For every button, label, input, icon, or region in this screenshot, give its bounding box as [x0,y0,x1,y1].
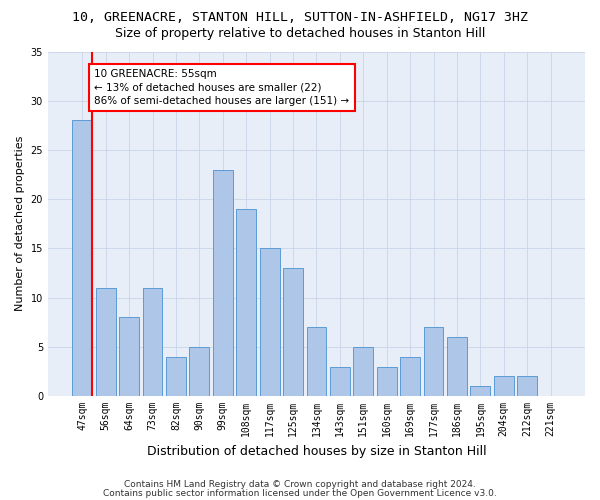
Bar [190,347,209,396]
Y-axis label: Number of detached properties: Number of detached properties [15,136,25,312]
Bar [236,209,256,396]
Bar [213,170,233,396]
Bar [470,386,490,396]
Text: 10 GREENACRE: 55sqm
← 13% of detached houses are smaller (22)
86% of semi-detach: 10 GREENACRE: 55sqm ← 13% of detached ho… [94,69,350,106]
X-axis label: Distribution of detached houses by size in Stanton Hill: Distribution of detached houses by size … [146,444,486,458]
Bar [166,356,186,396]
Bar [283,268,303,396]
Bar [517,376,537,396]
Bar [377,366,397,396]
Bar [447,337,467,396]
Text: Size of property relative to detached houses in Stanton Hill: Size of property relative to detached ho… [115,28,485,40]
Bar [494,376,514,396]
Bar [307,327,326,396]
Text: Contains public sector information licensed under the Open Government Licence v3: Contains public sector information licen… [103,488,497,498]
Bar [400,356,420,396]
Bar [73,120,92,396]
Bar [260,248,280,396]
Text: 10, GREENACRE, STANTON HILL, SUTTON-IN-ASHFIELD, NG17 3HZ: 10, GREENACRE, STANTON HILL, SUTTON-IN-A… [72,11,528,24]
Bar [96,288,116,396]
Bar [353,347,373,396]
Text: Contains HM Land Registry data © Crown copyright and database right 2024.: Contains HM Land Registry data © Crown c… [124,480,476,489]
Bar [119,318,139,396]
Bar [143,288,163,396]
Bar [424,327,443,396]
Bar [330,366,350,396]
